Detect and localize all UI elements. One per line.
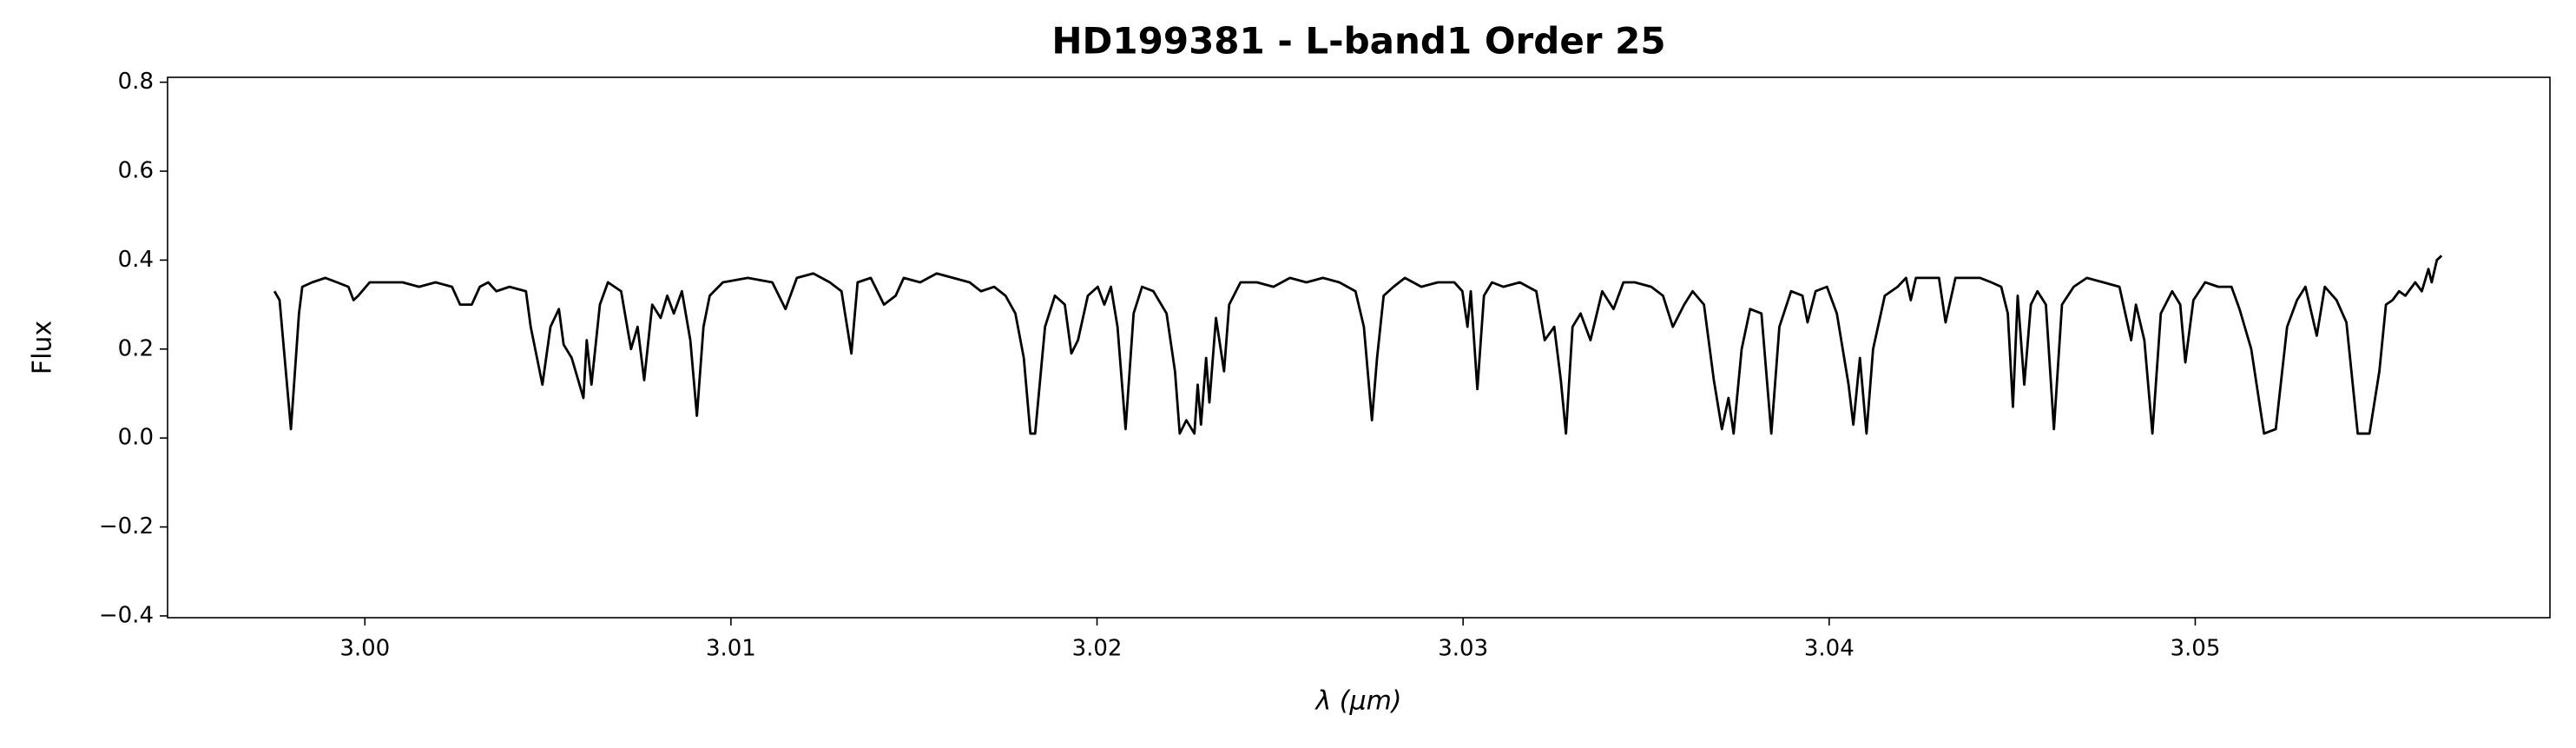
y-tick-label: 0.8 [118,69,154,95]
chart-title: HD199381 - L-band1 Order 25 [1051,20,1665,63]
x-tick-label: 3.03 [1438,636,1488,662]
x-axis-label: λ (μm) [1314,686,1401,717]
y-tick-label: 0.2 [118,335,154,361]
y-tick-label: −0.2 [99,513,154,539]
y-tick-label: 0.4 [118,247,154,273]
x-tick-label: 3.00 [339,636,390,662]
x-tick-label: 3.02 [1072,636,1123,662]
x-tick-label: 3.04 [1804,636,1855,662]
plot-frame [167,76,2551,619]
y-tick-label: −0.4 [99,602,154,628]
spectrum-line [273,255,2443,435]
x-tick-label: 3.05 [2170,636,2220,662]
y-tick-label: 0.0 [118,425,154,451]
x-tick-label: 3.01 [706,636,756,662]
y-axis-label: Flux [28,321,58,374]
y-tick-label: 0.6 [118,158,154,184]
